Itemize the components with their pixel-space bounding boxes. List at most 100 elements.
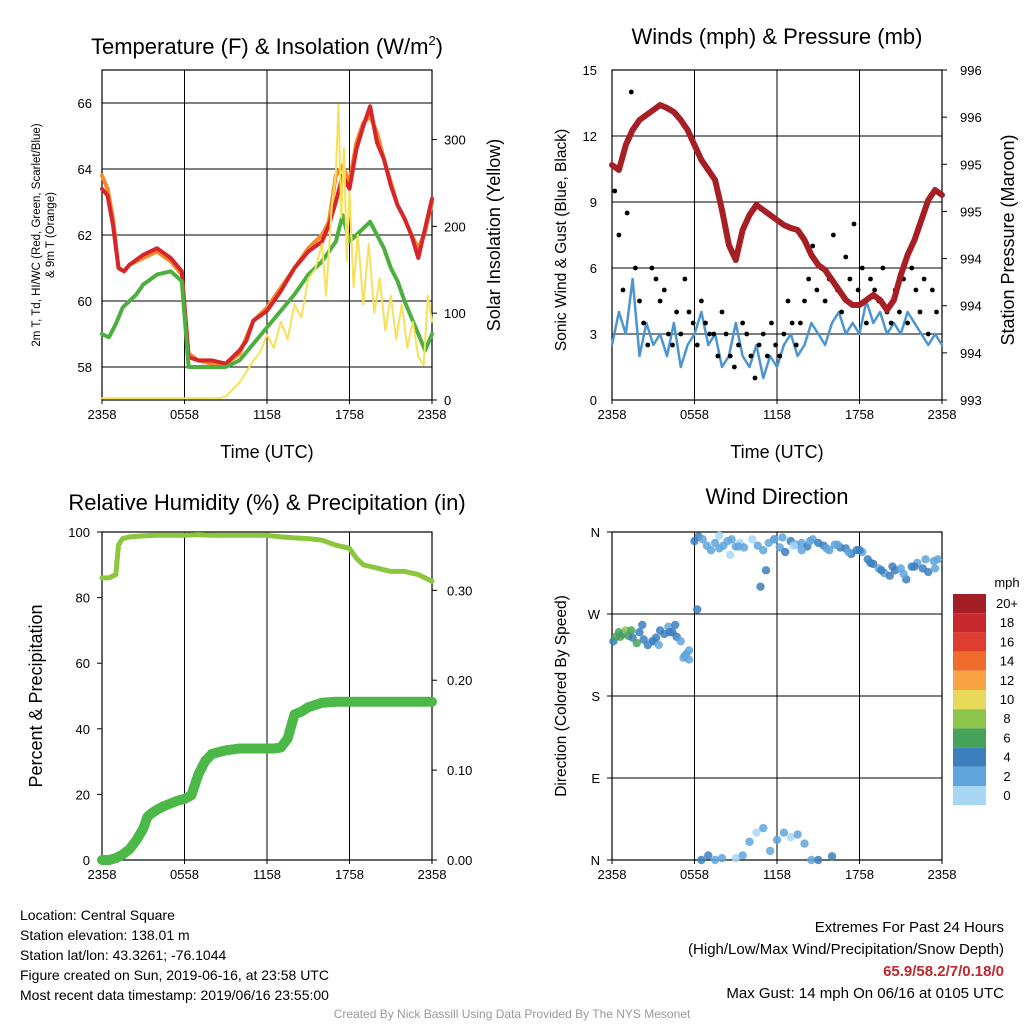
dir-point xyxy=(731,853,740,863)
figure-created: Figure created on Sun, 2019-06-16, at 23… xyxy=(20,967,329,983)
wind-ylabel-right: Station Pressure (Maroon) xyxy=(998,134,1018,345)
dir-point xyxy=(759,546,768,555)
wind-gust-point xyxy=(785,298,791,304)
wind-pressure-line xyxy=(609,102,945,313)
temp-ytick-right: 100 xyxy=(444,306,466,321)
wind-gust-point xyxy=(913,287,919,293)
dir-point xyxy=(822,544,831,553)
dir-point xyxy=(855,546,864,555)
wind-gust-point xyxy=(674,309,680,315)
dir-ytick-label: S xyxy=(591,689,600,704)
extremes-subtitle: (High/Low/Max Wind/Precipitation/Snow De… xyxy=(688,941,1004,958)
dir-ytick-label: N xyxy=(591,525,600,540)
dir-point xyxy=(627,626,636,635)
wind-gust-point xyxy=(929,287,935,293)
temp-ytick-right: 200 xyxy=(444,219,466,234)
wind-ytick-right: 995 xyxy=(960,157,982,172)
wind-xtick-label: 1158 xyxy=(763,407,791,422)
wind-gust-point xyxy=(888,320,894,326)
wind-gust-point xyxy=(690,320,696,326)
wind-gust-point xyxy=(917,309,923,315)
dir-ytick-label: N xyxy=(591,853,600,868)
dir-point xyxy=(770,535,779,544)
rh-ytick-right: 0.00 xyxy=(447,853,472,868)
wind-gust-point xyxy=(793,342,799,348)
wind-gust-point xyxy=(744,331,750,337)
temp-xtick-label: 0558 xyxy=(170,407,199,422)
wind-gust-point xyxy=(707,331,713,337)
wind-xtick-label: 2358 xyxy=(928,407,957,422)
dir-ytick-label: W xyxy=(588,607,601,622)
dir-legend-label: 6 xyxy=(1003,730,1010,745)
dir-legend-swatch xyxy=(953,632,986,652)
dir-point xyxy=(697,855,706,865)
rh-ytick-left: 80 xyxy=(76,591,90,606)
wind-gust-point xyxy=(896,309,902,315)
temp-title-end: ) xyxy=(436,34,443,59)
dir-point xyxy=(726,550,735,559)
wind-gust-point xyxy=(686,309,692,315)
wind-gust-point xyxy=(653,276,659,282)
wind-gust-point xyxy=(859,265,865,271)
wind-gust-point xyxy=(781,331,787,337)
wind-gust-point xyxy=(752,375,758,381)
wind-ytick-left: 15 xyxy=(583,63,597,78)
dir-point xyxy=(885,571,894,580)
dir-point xyxy=(745,837,754,846)
wind-gust-point xyxy=(661,287,667,293)
wind-gust-point xyxy=(649,265,655,271)
temp-ytick-right: 0 xyxy=(444,393,451,408)
wind-gust-point xyxy=(764,353,770,359)
dir-point xyxy=(800,839,809,848)
wind-gust-point xyxy=(756,342,762,348)
dir-point xyxy=(930,564,940,573)
dir-point xyxy=(671,620,680,630)
wind-ytick-right: 994 xyxy=(960,346,982,361)
dir-point xyxy=(888,562,897,571)
dir-legend-label: 18 xyxy=(1000,615,1014,630)
wind-ytick-right: 994 xyxy=(960,252,982,267)
wind-gust-point xyxy=(806,276,812,282)
temp-series-line xyxy=(101,103,433,400)
wind-gust-point xyxy=(682,276,688,282)
wind-gust-point xyxy=(868,276,873,282)
dir-point xyxy=(761,566,771,575)
dir-point xyxy=(778,533,787,542)
wind-gust-point xyxy=(880,265,886,271)
dir-legend-swatch xyxy=(953,728,986,748)
dir-point xyxy=(877,566,886,575)
dir-point xyxy=(706,546,716,555)
station-elevation: Station elevation: 138.01 m xyxy=(20,927,190,943)
dir-legend-title: mph xyxy=(994,575,1019,590)
dir-point xyxy=(781,547,790,557)
wind-gust-point xyxy=(822,298,828,304)
rh-xtick-label: 1158 xyxy=(253,867,281,882)
temp-xtick-label: 1158 xyxy=(253,407,281,422)
wind-gust-point xyxy=(657,298,663,304)
dir-point xyxy=(759,823,768,833)
dir-point xyxy=(734,542,743,551)
wind-gust-point xyxy=(760,331,766,337)
dir-point xyxy=(772,835,782,845)
dir-legend-label: 0 xyxy=(1003,788,1010,803)
dir-legend-label: 20+ xyxy=(996,596,1018,611)
dir-point xyxy=(933,555,943,564)
wind-gust-point xyxy=(863,320,869,326)
rh-title: Relative Humidity (%) & Precipitation (i… xyxy=(68,490,465,515)
temp-xlabel: Time (UTC) xyxy=(220,442,313,462)
wind-gust-point xyxy=(624,210,630,216)
extremes-box: Extremes For Past 24 Hours (High/Low/Max… xyxy=(688,917,1004,1005)
dir-legend-swatch xyxy=(953,690,986,710)
wind-gust-point xyxy=(830,232,836,238)
wind-ytick-right: 994 xyxy=(960,299,982,314)
temp-series-line xyxy=(100,213,434,369)
wind-gust-point xyxy=(641,320,647,326)
wind-gust-point xyxy=(814,287,820,293)
dir-point xyxy=(807,855,816,865)
wind-ytick-right: 995 xyxy=(960,204,982,219)
wind-gust-point xyxy=(715,353,721,359)
wind-gust-point xyxy=(612,188,618,194)
wind-gust-point xyxy=(719,309,725,315)
wind-ytick-right: 993 xyxy=(960,393,982,408)
